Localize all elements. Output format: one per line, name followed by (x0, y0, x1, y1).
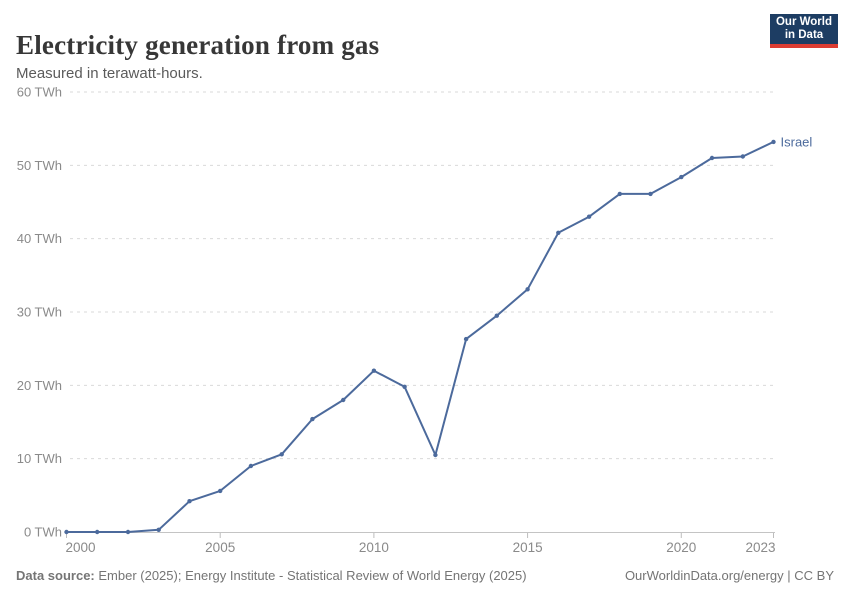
y-axis-tick-label: 0 TWh (24, 525, 62, 540)
data-point[interactable] (156, 527, 161, 532)
y-axis-tick-label: 30 TWh (17, 305, 62, 320)
data-point[interactable] (433, 452, 438, 458)
data-point[interactable] (771, 139, 776, 145)
x-axis-tick-label: 2015 (513, 540, 543, 555)
data-point[interactable] (617, 191, 622, 197)
data-source-label: Data source: (16, 568, 95, 583)
x-axis-tick-label: 2005 (205, 540, 235, 555)
data-point[interactable] (371, 368, 377, 373)
x-axis-tick-label: 2000 (66, 540, 96, 555)
data-point[interactable] (64, 529, 69, 535)
data-point[interactable] (248, 463, 254, 469)
data-point[interactable] (463, 336, 469, 342)
data-point[interactable] (586, 214, 592, 219)
y-axis-tick-label: 20 TWh (17, 378, 62, 393)
data-point[interactable] (525, 287, 530, 292)
series-end-label[interactable]: Israel (781, 134, 813, 149)
data-source-text: Data source: Ember (2025); Energy Instit… (16, 568, 527, 583)
data-line-israel (65, 140, 775, 533)
owid-logo-line2: in Data (784, 29, 824, 41)
y-axis-tick-label: 10 TWh (17, 451, 62, 466)
data-point[interactable] (341, 397, 346, 403)
y-axis-tick-label: 50 TWh (17, 158, 62, 173)
footer: Data source: Ember (2025); Energy Instit… (16, 568, 834, 583)
data-point[interactable] (648, 191, 653, 197)
x-axis-tick-label: 2010 (359, 540, 389, 555)
data-source-value: Ember (2025); Energy Institute - Statist… (94, 568, 527, 583)
owid-logo-line1: Our World (775, 15, 832, 28)
data-point[interactable] (709, 155, 715, 161)
data-point[interactable] (310, 416, 315, 422)
data-point[interactable] (95, 529, 100, 535)
data-point[interactable] (187, 499, 192, 504)
owid-logo: Our World in Data (770, 14, 838, 48)
x-axis-tick-label: 2020 (666, 540, 696, 555)
data-point[interactable] (740, 154, 745, 159)
license-credit-link[interactable]: OurWorldinData.org/energy | CC BY (624, 568, 834, 583)
page-title: Electricity generation from gas (16, 30, 380, 61)
data-point[interactable] (402, 384, 407, 389)
data-point[interactable] (279, 452, 284, 457)
data-point[interactable] (125, 529, 131, 535)
data-point[interactable] (218, 488, 223, 494)
page-subtitle: Measured in terawatt-hours. (16, 65, 203, 82)
data-point[interactable] (679, 174, 684, 180)
data-point[interactable] (494, 313, 499, 318)
data-point[interactable] (556, 230, 561, 235)
y-axis-tick-label: 40 TWh (17, 231, 62, 246)
y-axis-tick-label: 60 TWh (17, 85, 62, 100)
x-axis-tick-label: 2023 (745, 540, 775, 555)
